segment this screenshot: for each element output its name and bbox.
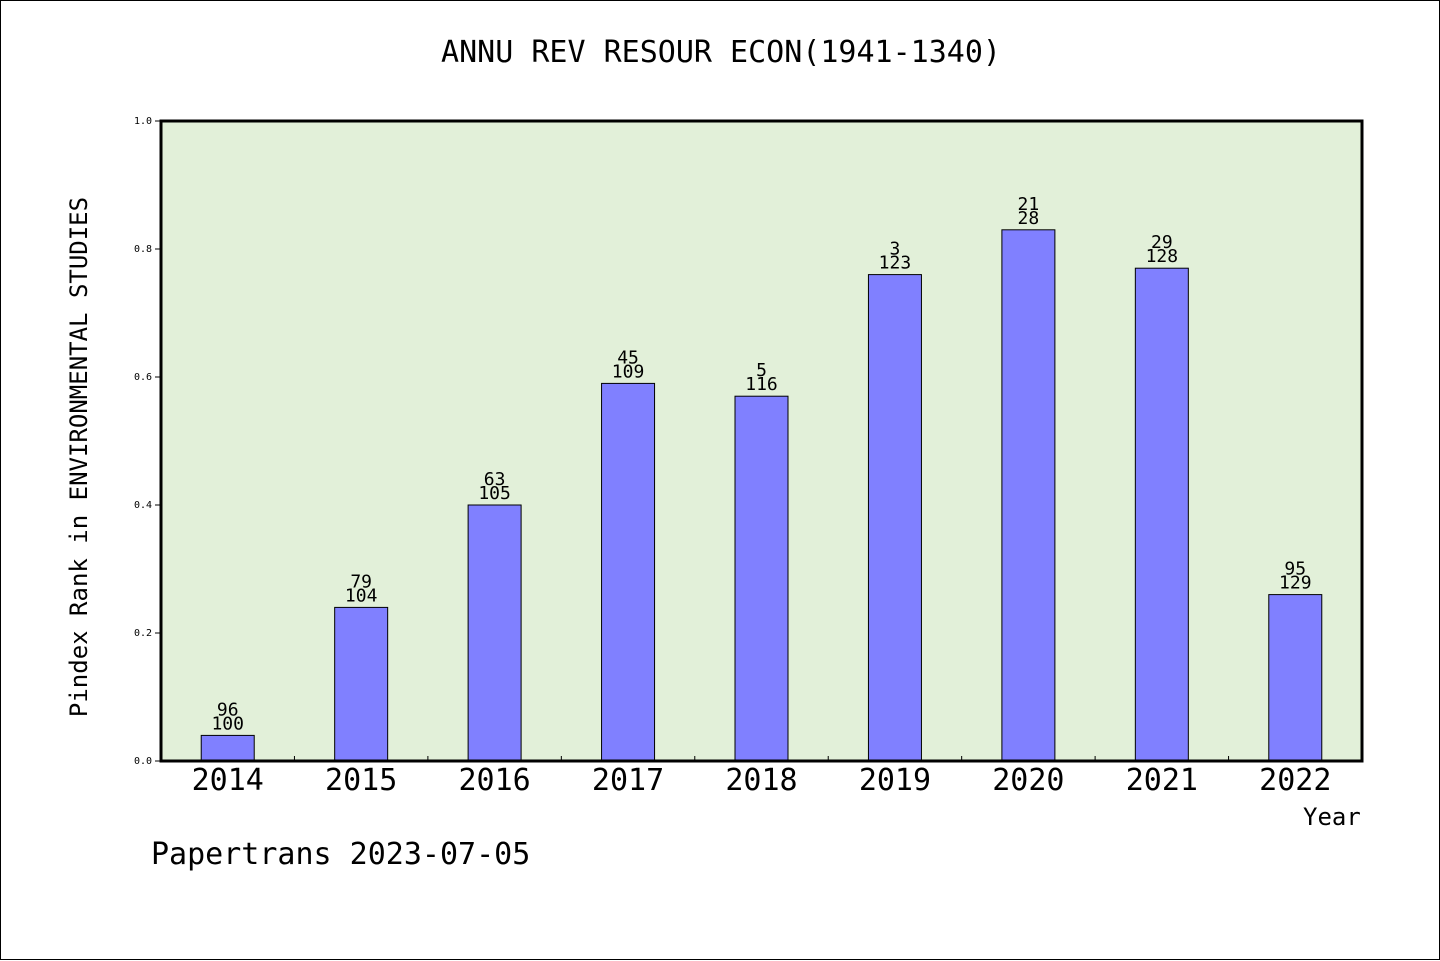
bar-2016	[467, 504, 522, 762]
x-tick-label: 2022	[1259, 763, 1331, 798]
y-tick-label: 0.2	[134, 628, 152, 639]
bar-label-top: 3	[890, 239, 901, 260]
bar-2022	[1268, 594, 1323, 762]
x-tick-label: 2014	[192, 763, 264, 798]
bar-label-top: 95	[1284, 559, 1306, 580]
bar-label-bottom: 104	[345, 585, 378, 606]
bar-2015	[334, 606, 389, 762]
bar-2020	[1001, 229, 1056, 762]
bar-label-top: 21	[1018, 194, 1040, 215]
bar-label-top: 63	[484, 469, 506, 490]
x-tick-label: 2021	[1126, 763, 1198, 798]
bar-2014	[200, 734, 255, 762]
bar-label-bottom: 100	[211, 713, 244, 734]
bar-label-bottom: 128	[1146, 246, 1179, 267]
x-tick-label: 2020	[992, 763, 1064, 798]
x-tick-label: 2016	[458, 763, 530, 798]
x-axis-label: Year	[1303, 803, 1361, 831]
footer-credit: Papertrans 2023-07-05	[151, 837, 531, 872]
bar-label-top: 79	[350, 571, 372, 592]
bar-label-top: 5	[756, 360, 767, 381]
y-tick-label: 0.8	[134, 244, 152, 255]
bar-2017	[601, 382, 656, 762]
bar-2018	[734, 395, 789, 762]
chart-title: ANNU REV RESOUR ECON(1941-1340)	[441, 35, 1001, 70]
y-tick-label: 0.6	[134, 372, 152, 383]
y-tick-label: 0.0	[134, 756, 152, 767]
x-tick-label: 2017	[592, 763, 664, 798]
bar-label-top: 96	[217, 699, 239, 720]
bar-2021	[1134, 267, 1189, 762]
bar-label-bottom: 28	[1018, 208, 1040, 229]
bar-label-bottom: 116	[745, 374, 778, 395]
plot-frame	[159, 119, 1364, 763]
bar-label-bottom: 129	[1279, 573, 1312, 594]
x-tick-label: 2018	[725, 763, 797, 798]
y-tick-label: 1.0	[134, 116, 152, 127]
x-tick-label: 2015	[325, 763, 397, 798]
bar-label-bottom: 123	[879, 253, 912, 274]
bar-label-top: 45	[617, 347, 639, 368]
bar-2019	[867, 274, 922, 762]
x-tick-label: 2019	[859, 763, 931, 798]
bar-label-bottom: 105	[478, 483, 511, 504]
y-tick-label: 0.4	[134, 500, 152, 511]
bar-label-top: 29	[1151, 232, 1173, 253]
bar-label-bottom: 109	[612, 361, 645, 382]
